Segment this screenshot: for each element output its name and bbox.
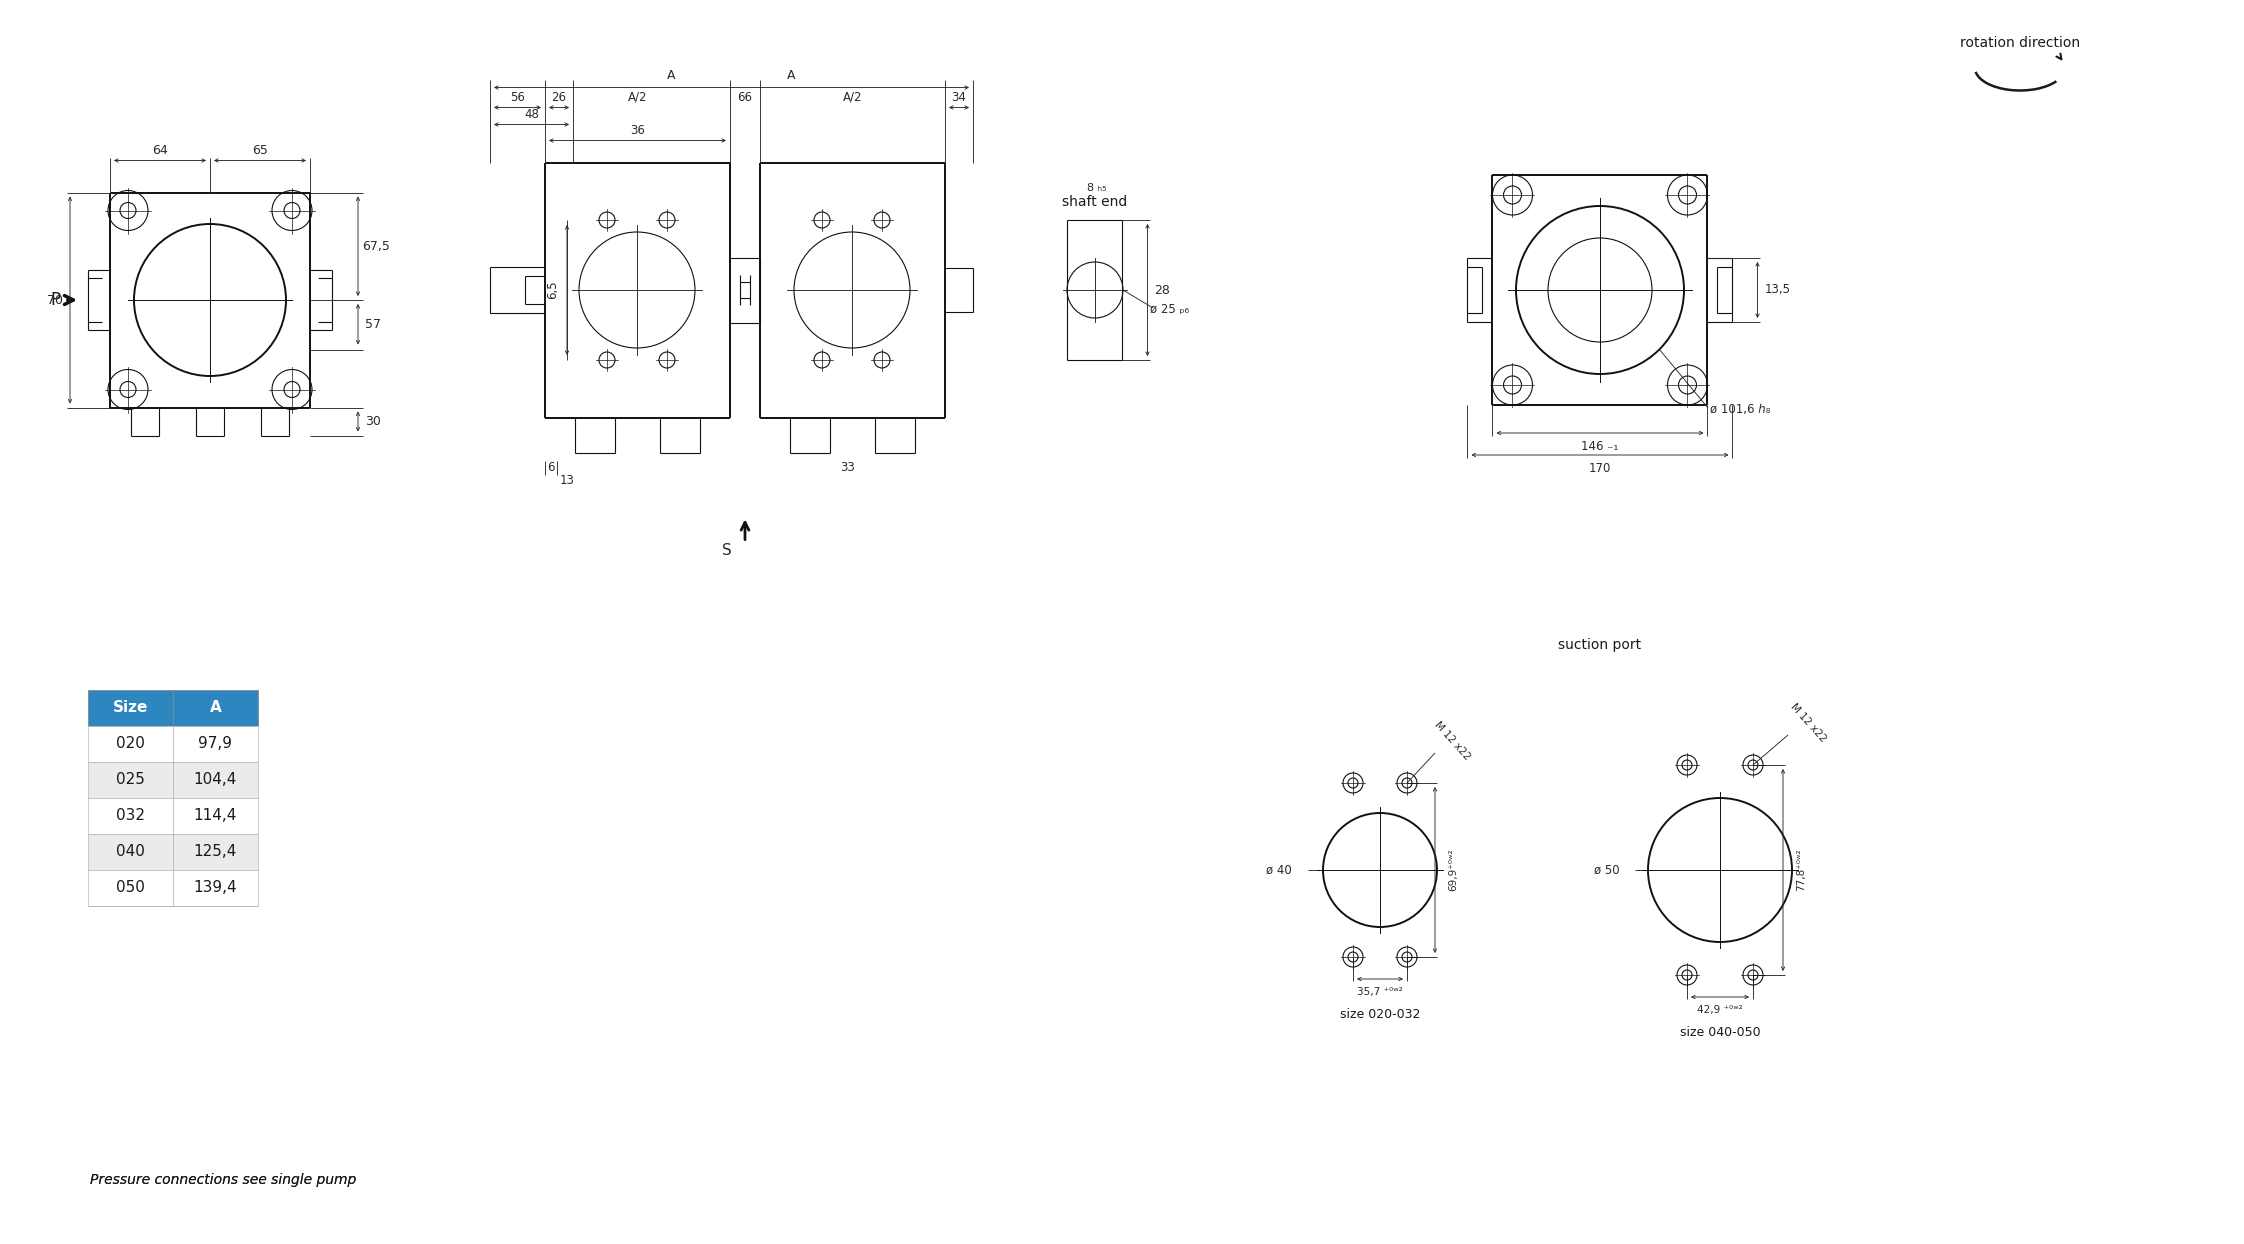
Text: 6: 6 — [548, 462, 554, 474]
Text: 13: 13 — [559, 474, 574, 486]
Text: ø 101,6 ℎ₈: ø 101,6 ℎ₈ — [1710, 403, 1771, 417]
Circle shape — [1683, 970, 1692, 980]
Bar — [173, 690, 258, 726]
Text: 35,7 ⁺⁰ʷ²: 35,7 ⁺⁰ʷ² — [1358, 986, 1402, 996]
Circle shape — [1349, 778, 1358, 787]
Text: Size: Size — [112, 700, 148, 715]
Text: size 020-032: size 020-032 — [1340, 1008, 1420, 1020]
Text: A/2: A/2 — [844, 91, 862, 104]
Bar — [88, 833, 173, 870]
Text: 6,5: 6,5 — [548, 281, 559, 300]
Bar — [173, 726, 258, 763]
Text: ø 50: ø 50 — [1595, 863, 1620, 877]
Bar — [88, 726, 173, 763]
Text: 032: 032 — [117, 809, 146, 824]
Text: ø 25 ₚ₆: ø 25 ₚ₆ — [1151, 304, 1189, 316]
Bar — [88, 763, 173, 797]
Text: 66: 66 — [738, 91, 752, 104]
Text: A: A — [666, 68, 675, 82]
Text: S: S — [723, 542, 732, 559]
Text: 104,4: 104,4 — [193, 773, 238, 787]
Bar — [88, 870, 173, 906]
Bar — [88, 797, 173, 833]
Text: 020: 020 — [117, 736, 146, 751]
Circle shape — [1402, 952, 1411, 962]
Text: 050: 050 — [117, 881, 146, 896]
Text: 56: 56 — [509, 91, 525, 104]
Text: 13,5: 13,5 — [1764, 284, 1791, 296]
Text: Pressure connections see single pump: Pressure connections see single pump — [90, 1173, 357, 1187]
Text: 125,4: 125,4 — [193, 845, 238, 860]
Text: 170: 170 — [1589, 462, 1611, 474]
Text: Pressure connections see single pump: Pressure connections see single pump — [90, 1173, 357, 1187]
Text: 42,9 ⁺⁰ʷ²: 42,9 ⁺⁰ʷ² — [1696, 1005, 1744, 1015]
Text: M 12 x22: M 12 x22 — [1788, 702, 1829, 744]
Circle shape — [1748, 970, 1757, 980]
Text: 48: 48 — [525, 108, 539, 121]
Text: 33: 33 — [839, 462, 855, 474]
Text: size 040-050: size 040-050 — [1681, 1025, 1759, 1039]
Text: rotation direction: rotation direction — [1959, 36, 2080, 50]
Text: A: A — [209, 700, 222, 715]
Text: 65: 65 — [251, 144, 267, 157]
Text: 8 ₕ₅: 8 ₕ₅ — [1088, 183, 1106, 193]
Text: suction port: suction port — [1557, 638, 1643, 652]
Text: A/2: A/2 — [628, 91, 646, 104]
Text: 64: 64 — [153, 144, 168, 157]
Text: 97,9: 97,9 — [197, 736, 233, 751]
Text: 57: 57 — [366, 318, 381, 331]
Text: P: P — [49, 291, 61, 309]
Text: 146 ₋₁: 146 ₋₁ — [1582, 439, 1618, 453]
Text: ø 40: ø 40 — [1266, 863, 1293, 877]
Bar — [173, 797, 258, 833]
Circle shape — [1402, 778, 1411, 787]
Text: 30: 30 — [366, 415, 381, 428]
Bar — [173, 833, 258, 870]
Text: 36: 36 — [631, 124, 644, 137]
Text: 26: 26 — [552, 91, 565, 104]
Text: 139,4: 139,4 — [193, 881, 238, 896]
Text: A: A — [788, 68, 797, 82]
Text: 025: 025 — [117, 773, 146, 787]
Text: 28: 28 — [1156, 284, 1171, 296]
Bar — [88, 690, 173, 726]
Bar — [173, 870, 258, 906]
Text: 77,8⁺⁰ʷ²: 77,8⁺⁰ʷ² — [1795, 848, 1806, 891]
Text: 70: 70 — [47, 294, 63, 306]
Text: 67,5: 67,5 — [361, 240, 390, 253]
Circle shape — [1748, 760, 1757, 770]
Text: 114,4: 114,4 — [193, 809, 238, 824]
Circle shape — [1683, 760, 1692, 770]
Text: shaft end: shaft end — [1061, 195, 1129, 209]
Text: M 12 x22: M 12 x22 — [1432, 720, 1472, 763]
Circle shape — [1349, 952, 1358, 962]
Bar — [173, 763, 258, 797]
Text: 040: 040 — [117, 845, 146, 860]
Text: 69,9⁺⁰ʷ²: 69,9⁺⁰ʷ² — [1447, 848, 1459, 891]
Text: 34: 34 — [951, 91, 967, 104]
